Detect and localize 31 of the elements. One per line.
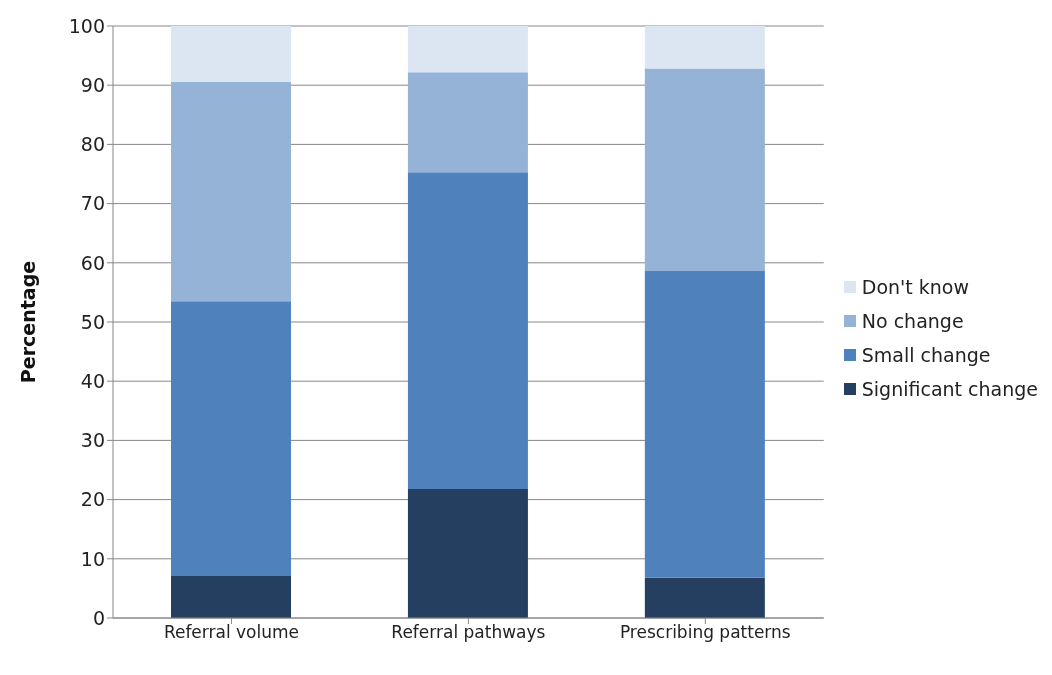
- bar: [644, 68, 765, 272]
- y-tick-label: 70: [80, 192, 105, 215]
- y-tick-label: 60: [80, 251, 105, 274]
- y-tick-label: 40: [80, 369, 105, 392]
- y-tick-label: 10: [80, 547, 105, 570]
- y-tick-label: 30: [80, 429, 105, 452]
- legend-label: Significant change: [861, 378, 1038, 400]
- bar: [644, 577, 765, 618]
- bar: [407, 72, 528, 173]
- bar: [171, 26, 291, 82]
- bar: [644, 271, 765, 578]
- legend-label: Don't know: [861, 276, 969, 298]
- x-tick-label: Prescribing patterns: [619, 622, 791, 643]
- y-tick-label: 90: [80, 73, 105, 96]
- bar: [171, 301, 291, 576]
- legend-label: Small change: [861, 344, 991, 366]
- y-tick-label: 0: [92, 606, 105, 629]
- y-tick-label: 50: [80, 310, 105, 333]
- bar: [407, 26, 528, 73]
- bar: [644, 26, 765, 69]
- bar: [407, 172, 528, 489]
- y-tick-label: 100: [68, 14, 105, 37]
- y-axis-title: Percentage: [16, 260, 39, 384]
- bar: [407, 488, 528, 618]
- y-tick-label: 80: [80, 133, 105, 156]
- y-tick-label: 20: [80, 488, 105, 511]
- bar: [171, 575, 291, 618]
- bar: [171, 81, 291, 302]
- legend-label: No change: [861, 310, 964, 332]
- x-tick-label: Referral pathways: [391, 622, 546, 643]
- x-tick-label: Referral volume: [163, 622, 300, 643]
